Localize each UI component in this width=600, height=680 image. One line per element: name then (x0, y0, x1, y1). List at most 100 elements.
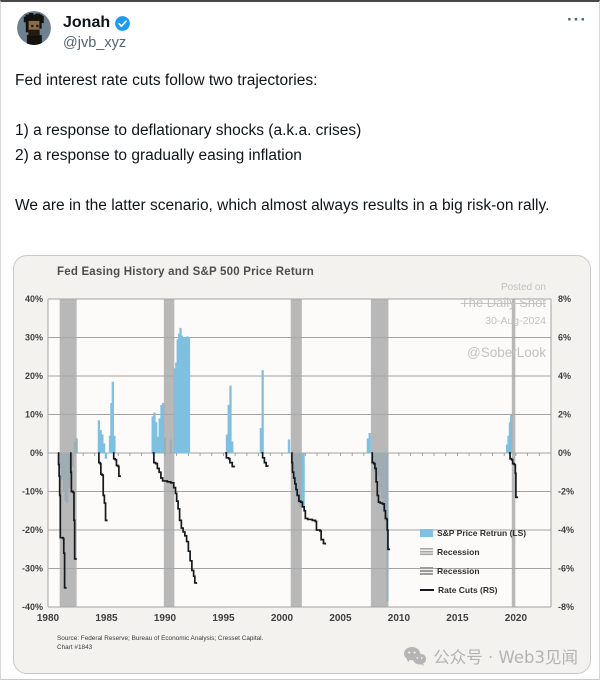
left-axis-label: 30% (25, 333, 43, 343)
right-axis-label: 4% (558, 371, 571, 381)
rate-cuts-line (69, 452, 77, 560)
source-note: Chart #1843 (57, 644, 93, 651)
sp500-bar (259, 427, 263, 453)
x-axis-label: 2000 (271, 613, 294, 624)
right-axis-label: -6% (558, 564, 574, 574)
wechat-watermark: 公众号 · Web3见闻 (403, 644, 578, 668)
sp500-bar (186, 336, 189, 453)
sp500-bar (102, 443, 106, 453)
sp500-bar (510, 414, 513, 453)
sp500-bar (111, 381, 114, 453)
sp500-bar (508, 422, 512, 453)
sp500-bar (183, 338, 186, 453)
x-axis-label: 1985 (95, 613, 118, 624)
tweet-body: Fed interest rate cuts follow two trajec… (15, 68, 585, 243)
sp500-bar (75, 438, 78, 453)
sp500-bar (155, 422, 158, 453)
x-axis-label: 2020 (505, 613, 528, 624)
sp500-bar (505, 444, 509, 453)
x-axis-label: 2015 (446, 613, 469, 624)
x-axis-label: 1980 (37, 613, 60, 624)
watermark-soberlook: @SoberLook (466, 345, 546, 360)
x-axis-label: 2010 (388, 613, 411, 624)
left-axis-label: 20% (25, 371, 43, 381)
rate-cuts-line (291, 452, 327, 545)
sp500-bar (156, 436, 160, 453)
recession-band (370, 299, 389, 607)
x-axis-label: 1995 (212, 613, 235, 624)
sp500-bar (173, 368, 177, 453)
tweet-line-2: 2) a response to gradually easing inflat… (15, 147, 302, 164)
rate-cuts-line (261, 452, 269, 467)
sp500-bar (160, 404, 163, 453)
sp500-bar (229, 385, 232, 453)
legend-item-rate-cuts: Rate Cuts (RS) (420, 580, 526, 599)
sp500-bar (158, 418, 161, 453)
chart-title: Fed Easing History and S&P 500 Price Ret… (57, 266, 314, 278)
rate-cuts-line (225, 452, 235, 468)
sp500-bar (99, 429, 102, 453)
sp500-bar (153, 412, 156, 453)
sp500-bar (366, 438, 370, 453)
tweet-header: Jonah @jvb_xyz ··· (17, 11, 587, 59)
tweet-paragraph: Fed interest rate cuts follow two trajec… (15, 72, 318, 89)
sp500-bar (507, 435, 510, 453)
recession-band (59, 299, 77, 607)
sp500-swatch-icon (420, 528, 433, 537)
sp500-bar (177, 333, 181, 453)
wechat-icon (404, 646, 427, 666)
right-axis-label: -4% (558, 525, 574, 535)
rate-cuts-line (98, 452, 108, 522)
display-name[interactable]: Jonah (63, 14, 111, 31)
more-options-icon[interactable]: ··· (567, 10, 587, 29)
right-axis-label: 2% (558, 410, 571, 420)
rate-cuts-line (152, 452, 198, 584)
sp500-bar (97, 420, 101, 453)
sp500-bar (182, 337, 185, 453)
right-axis-label: 0% (558, 448, 571, 458)
sp500-bar (179, 327, 182, 453)
left-axis-label: -20% (22, 525, 43, 535)
left-axis-label: 40% (25, 294, 43, 304)
avatar[interactable] (17, 11, 51, 45)
left-axis-label: 10% (25, 410, 43, 420)
watermark-date: 30-Aug-2024 (485, 315, 546, 327)
right-axis-label: -2% (558, 487, 574, 497)
watermark-posted-on: Posted on (500, 282, 546, 293)
left-axis-label: -40% (22, 602, 43, 612)
sp500-bar (180, 335, 184, 453)
sp500-bar (162, 402, 165, 453)
sp500-bar (113, 435, 116, 453)
x-axis-label: 1990 (154, 613, 177, 624)
verified-badge-icon (115, 15, 130, 31)
left-axis-label: -10% (22, 487, 43, 497)
right-axis-label: -8% (558, 602, 574, 612)
sp500-bar (231, 441, 234, 453)
chart-card[interactable]: Fed Easing History and S&P 500 Price Ret… (13, 255, 591, 674)
pixel-punk-avatar-icon (17, 11, 51, 45)
sp500-bar (104, 453, 108, 459)
sp500-bar (225, 434, 229, 453)
left-axis-label: -30% (22, 564, 43, 574)
sp500-bar (187, 337, 191, 453)
sp500-bar (101, 434, 104, 453)
user-handle[interactable]: @jvb_xyz (63, 35, 127, 51)
sp500-bar (227, 404, 230, 453)
rate-cuts-line (371, 452, 390, 551)
right-axis-label: 6% (558, 333, 571, 343)
sp500-bar (176, 339, 179, 453)
tweet-paragraph: 1) a response to deflationary shocks (a.… (15, 118, 585, 168)
recession-swatch-icon (420, 566, 433, 575)
source-note: Source: Federal Reserve; Bureau of Econo… (57, 635, 264, 642)
tweet-line-1: 1) a response to deflationary shocks (a.… (15, 122, 362, 139)
posted-on-watermark: Posted on The Daily Shot 30-Aug-2024 @So… (461, 282, 546, 360)
recession-band (163, 299, 175, 607)
left-axis-label: 0% (30, 448, 43, 458)
right-axis-label: 8% (558, 294, 571, 304)
legend-item-recession-1: Recession (420, 542, 526, 561)
sp500-bar (151, 416, 154, 453)
rate-cuts-swatch-icon (420, 588, 434, 591)
sp500-bar (302, 453, 305, 507)
x-axis-label: 2005 (329, 613, 352, 624)
